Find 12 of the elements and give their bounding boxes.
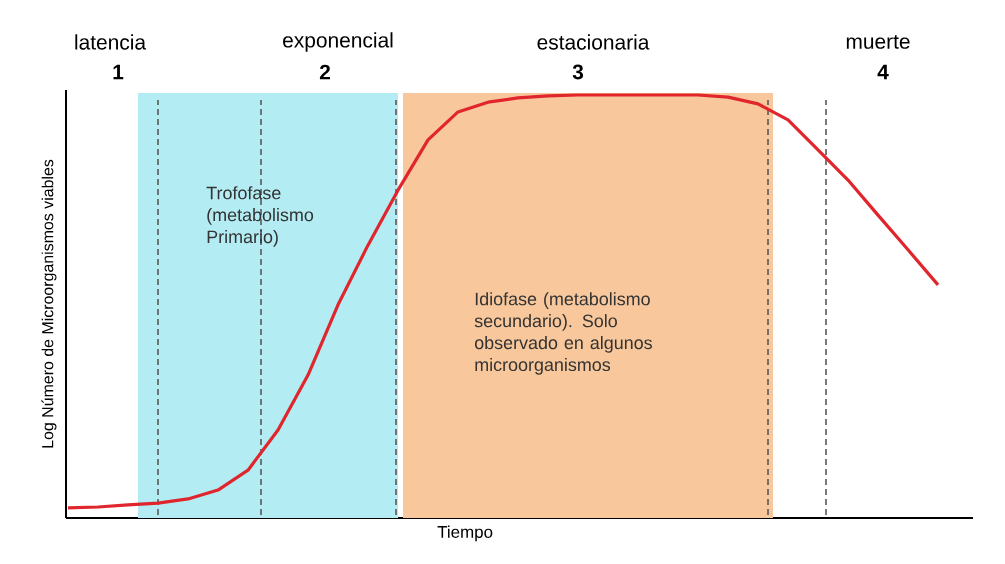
text: exponencial — [283, 32, 393, 52]
text: 4 — [877, 64, 889, 80]
annotation: Idiofase (metabolismo secundario). Solo observado en algunos microorganismos — [474, 292, 652, 375]
text: 2 — [319, 64, 330, 80]
text: estacionaria — [537, 34, 650, 50]
text: muerte — [846, 35, 910, 49]
text: 3 — [572, 64, 584, 80]
y-axis-title: Log Número de Microorganismos viables — [41, 159, 57, 448]
annotation: Trofofase (metabolismo Primario) — [206, 186, 314, 247]
text: 1 — [113, 64, 124, 80]
text: latencia — [75, 34, 147, 50]
x-axis-title: Tiempo — [437, 525, 493, 542]
